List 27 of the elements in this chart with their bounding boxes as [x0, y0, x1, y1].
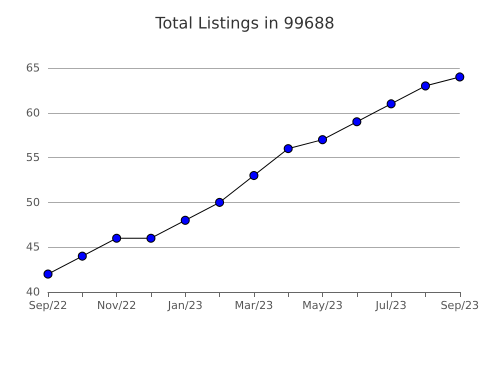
point: [420, 81, 430, 90]
y-tick-label: 60: [26, 106, 40, 120]
y-tick-label: 55: [26, 151, 40, 164]
point: [386, 99, 396, 108]
point: [146, 234, 156, 243]
x-tick-label: Jan/23: [166, 299, 203, 312]
point: [284, 144, 293, 154]
point: [112, 234, 122, 243]
point: [78, 252, 87, 261]
point: [249, 171, 258, 180]
point: [352, 117, 362, 126]
x-tick-label: May/23: [302, 299, 343, 312]
y-tick-label: 45: [26, 240, 40, 254]
x-tick-label: Nov/22: [97, 299, 136, 312]
x-tick-label: Sep/23: [440, 299, 479, 312]
y-tick-label: 65: [26, 62, 40, 74]
point: [455, 72, 464, 82]
point: [318, 135, 328, 144]
x-tick-label: Mar/23: [234, 299, 274, 312]
y-tick-label: 40: [26, 286, 40, 298]
point: [44, 270, 52, 279]
x-tick-label: Jul/23: [374, 299, 407, 312]
point: [180, 216, 190, 225]
y-tick-label: 50: [26, 196, 40, 209]
point: [215, 198, 224, 207]
chart-title: Total Listings in 99688: [154, 14, 335, 32]
x-tick-label: Sep/22: [28, 299, 68, 312]
